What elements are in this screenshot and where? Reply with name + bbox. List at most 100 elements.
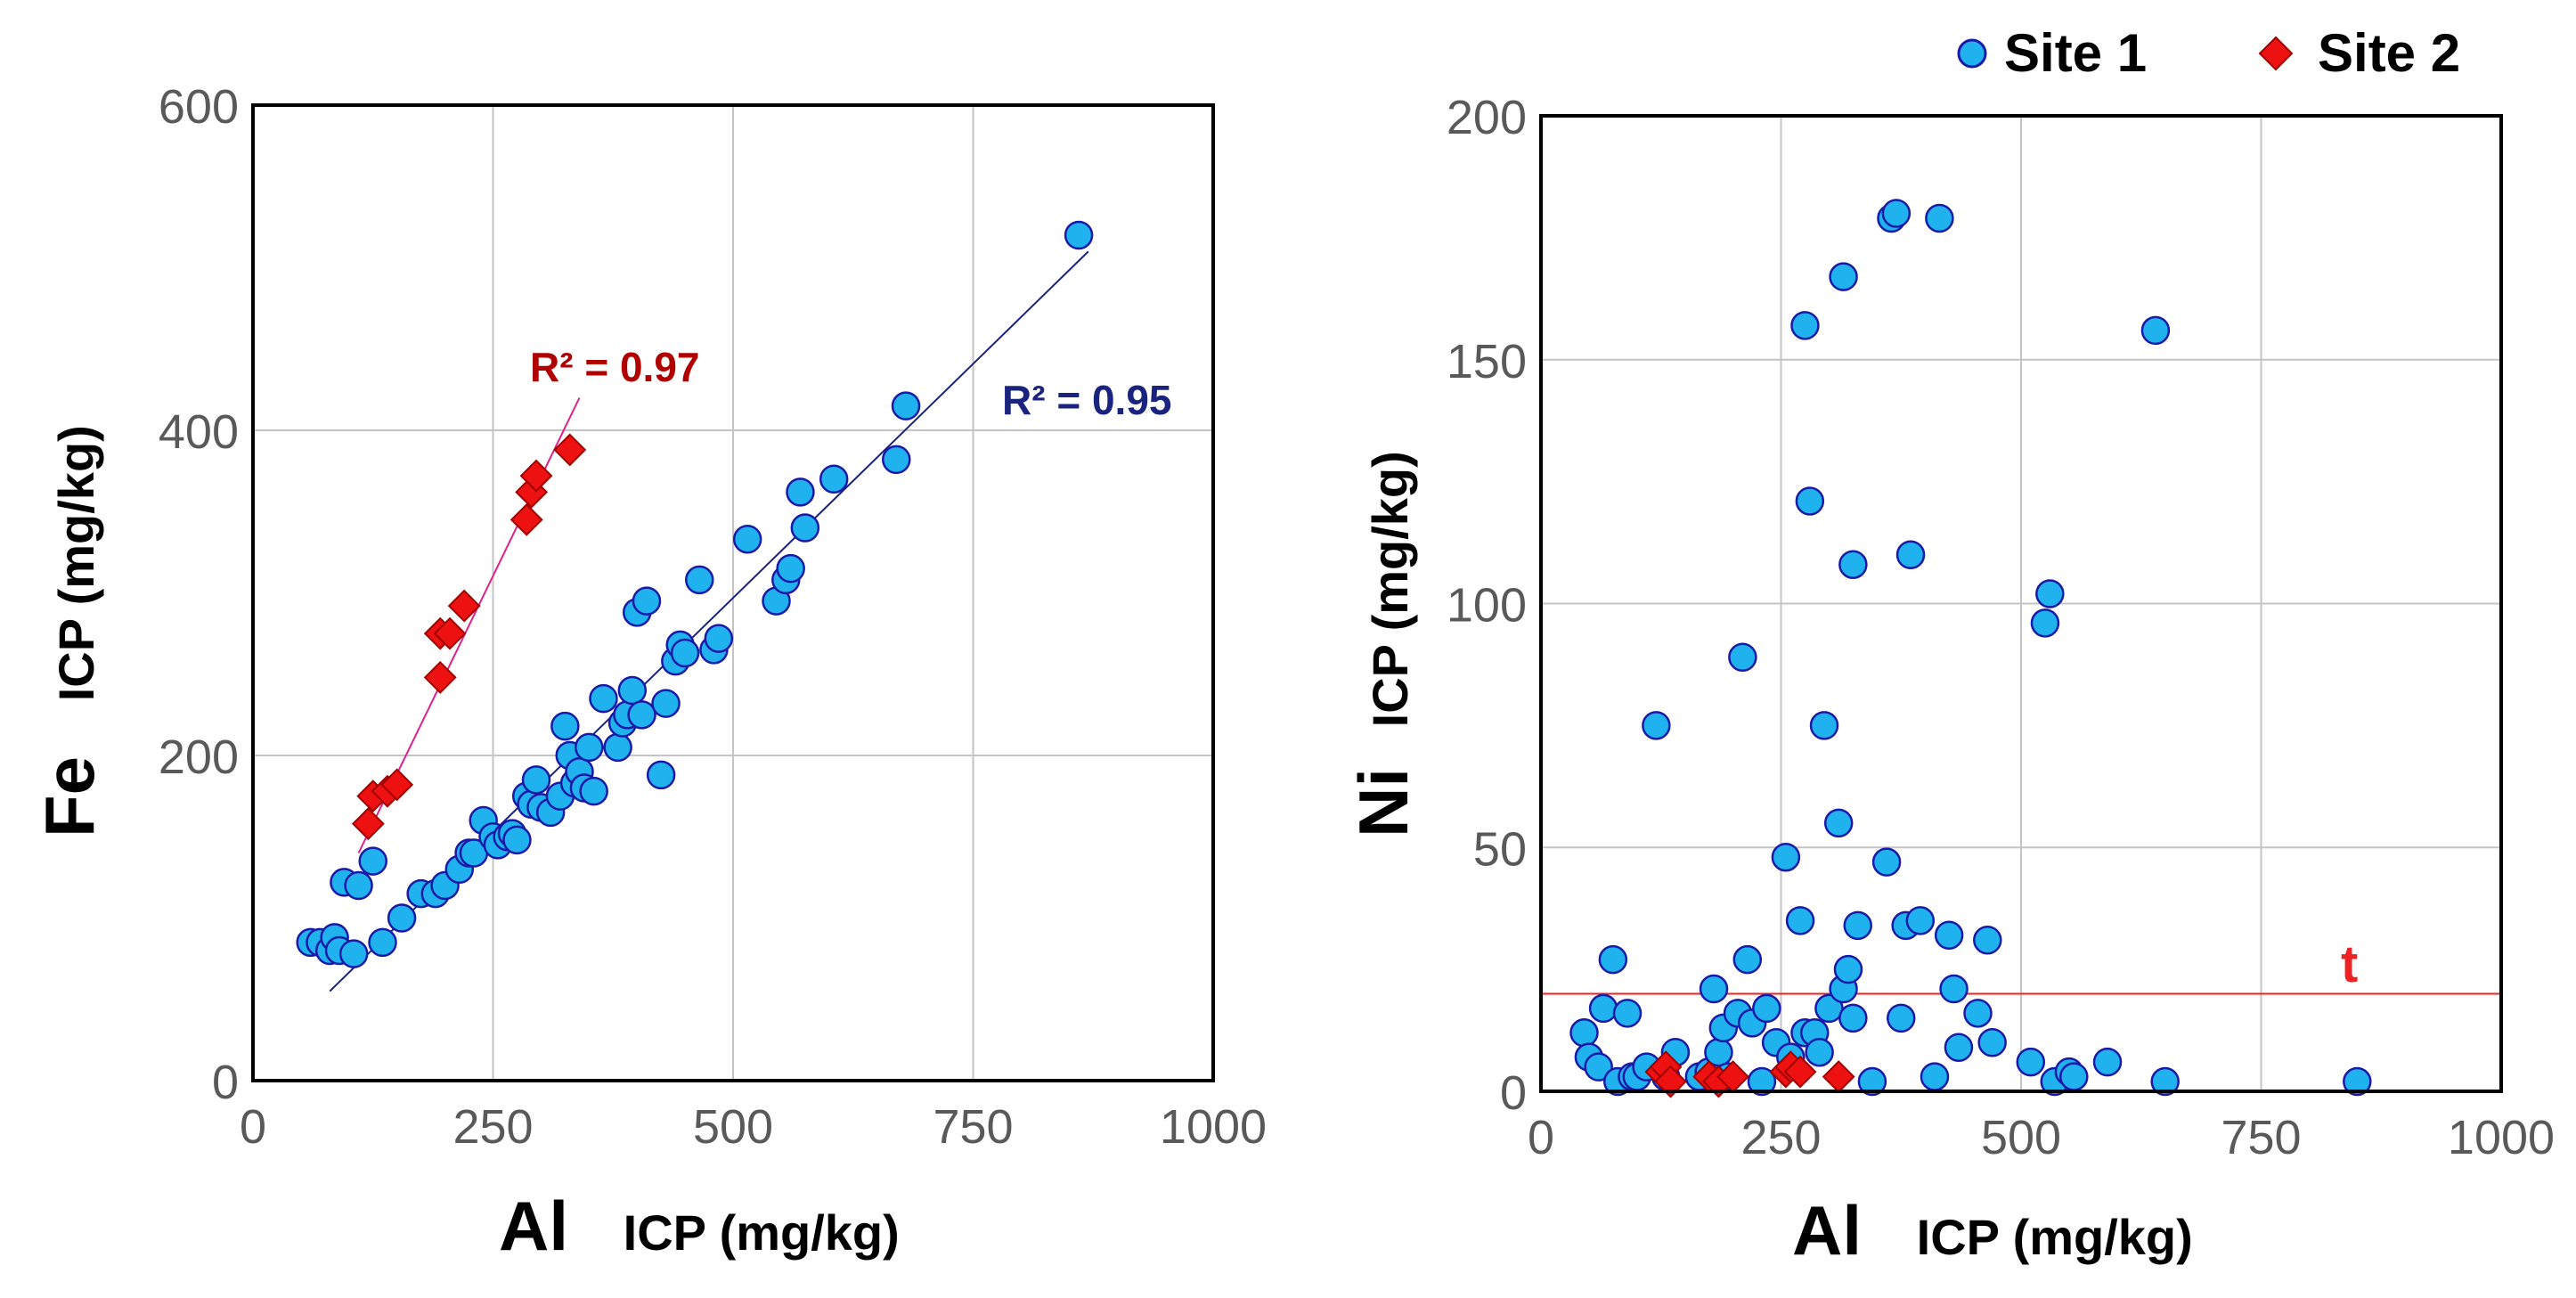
ni-chart-site1-point: [1771, 842, 1801, 872]
ni-chart-plot-frame: [1539, 114, 2503, 1093]
ni-chart-site1-point: [2150, 1066, 2180, 1097]
ni-chart-site2-point: [1783, 1055, 1817, 1089]
ni-chart-x-ticks: 0 250 500 750 1000: [1528, 1111, 2555, 1164]
ni-chart-site1-point: [1752, 993, 1781, 1024]
fe-chart-site2-point: [433, 616, 467, 650]
ni-chart-site1-point: [1642, 711, 1671, 740]
ni-chart-site1-point: [1838, 1003, 1868, 1033]
ni-chart-site1-point: [1881, 199, 1912, 228]
fe-chart-site2-point: [519, 459, 553, 493]
legend: Site 1 Site 2: [1957, 23, 2460, 83]
fe-chart-site1-point: [704, 624, 734, 653]
fe-chart-site1-point: [550, 711, 580, 741]
fe-chart-site1-point: [651, 689, 681, 718]
fe-chart-site1-point: [521, 765, 551, 795]
fe-chart-site1-point: [776, 553, 805, 584]
ni-chart-x-title-sub: ICP (mg/kg): [1917, 1209, 2193, 1265]
fe-chart-site1-point: [786, 478, 815, 507]
ni-chart-site1-point: [1843, 910, 1872, 941]
fe-chart-site1-point: [646, 760, 676, 790]
fe-chart-site1-point: [575, 732, 604, 763]
ni-chart-site1-point: [1732, 944, 1763, 975]
fe-chart-site1-point: [502, 825, 532, 855]
ni-chart-y-tick-label: 150: [1447, 335, 1527, 388]
fe-chart-x-title-sub: ICP (mg/kg): [624, 1204, 900, 1261]
ni-chart-site1-point: [1905, 906, 1936, 935]
fe-chart-x-title-main: Al: [499, 1187, 568, 1265]
svg-text:Fe ICP (mg/kg): Fe ICP (mg/kg): [30, 425, 109, 837]
svg-text:Al ICP (mg/kg): Al ICP (mg/kg): [1792, 1191, 2193, 1269]
fe-chart-x-tick-label: 500: [693, 1100, 773, 1154]
fe-chart-site1-point: [579, 776, 608, 806]
ni-chart-site1-point: [1925, 203, 1954, 233]
ni-chart-x-title-main: Al: [1792, 1191, 1862, 1269]
ni-chart-site1-point: [2035, 579, 2065, 608]
ni-chart-site2-point: [1822, 1060, 1855, 1093]
legend-site1-marker: [1957, 38, 1987, 69]
fe-chart-site1-point: [589, 683, 618, 714]
ni-chart-y-tick-label: 200: [1447, 91, 1527, 144]
fe-chart-y-tick-label: 400: [159, 405, 239, 459]
ni-chart-y-tick-label: 0: [1500, 1066, 1527, 1120]
ni-chart-site1-point: [1973, 926, 2002, 955]
fe-chart-x-tick-label: 1000: [1160, 1100, 1267, 1154]
fe-chart-site1-point: [603, 732, 632, 763]
ni-chart-y-title-main: Ni: [1344, 768, 1423, 837]
legend-site2-marker: [2258, 36, 2294, 71]
fe-chart-site1-point: [790, 513, 820, 543]
ni-chart-x-tick-label: 500: [1981, 1111, 2061, 1164]
fe-chart-y-tick-label: 0: [212, 1056, 239, 1109]
ni-chart-site1-point: [1790, 311, 1820, 340]
ni-chart-grid: [1541, 116, 2501, 1091]
ni-chart-site1-point: [1805, 1037, 1834, 1067]
ni-chart-site1-point: [2343, 1066, 2372, 1097]
fe-chart-site1-point: [368, 927, 397, 958]
ni-chart-site1-point: [1871, 847, 1902, 877]
fe-chart-site1-point: [632, 586, 662, 616]
fe-chart-points: [296, 220, 1094, 968]
ni-chart-site1-point: [1728, 642, 1757, 672]
ni-chart-site1-point: [1584, 1052, 1613, 1082]
ni-vs-al-chart: t 0 250 500 750 1000 0 50 100 150 200 Al ICP (mg…: [1344, 91, 2555, 1269]
ni-chart-site1-point: [1939, 974, 1969, 1004]
ni-chart-site1-point: [2092, 1047, 2123, 1077]
ni-chart-site2-point: [1654, 1065, 1687, 1098]
fe-chart-x-axis-title: Al ICP (mg/kg): [499, 1187, 900, 1265]
ni-chart-site1-point: [1944, 1033, 1974, 1062]
fe-chart-site1-point: [882, 445, 911, 475]
ni-chart-x-tick-label: 1000: [2448, 1111, 2555, 1164]
fe-chart-x-tick-label: 250: [452, 1100, 533, 1154]
fe-chart-site1-point: [387, 903, 417, 933]
ni-chart-site1-point: [1838, 550, 1868, 579]
ni-chart-site1-point: [2030, 608, 2060, 638]
ni-chart-site1-point: [1569, 1018, 1599, 1048]
ni-chart-site1-point: [1934, 920, 1964, 951]
threshold-label: t: [2341, 935, 2358, 993]
fe-chart-y-tick-label: 200: [159, 731, 239, 784]
ni-chart-site1-point: [1795, 486, 1825, 516]
fe-chart-site1-point: [685, 565, 714, 595]
ni-chart-site1-point: [1977, 1028, 2007, 1057]
ni-chart-points: [1569, 199, 2372, 1098]
fe-chart-site2-point: [553, 433, 587, 467]
ni-chart-x-tick-label: 0: [1528, 1111, 1554, 1164]
svg-text:Al ICP (mg/kg): Al ICP (mg/kg): [499, 1187, 900, 1265]
fe-chart-grid: [253, 105, 1213, 1081]
fe-chart-x-ticks: 0 250 500 750 1000: [240, 1100, 1267, 1154]
ni-chart-y-title-sub: ICP (mg/kg): [1362, 451, 1418, 727]
fe-chart-site2-point: [351, 807, 385, 841]
ni-chart-site1-point: [1598, 944, 1628, 975]
fe-chart-y-ticks: 0 200 400 600: [159, 80, 239, 1109]
ni-chart-x-tick-label: 750: [2221, 1111, 2301, 1164]
ni-chart-site1-point: [1857, 1066, 1887, 1097]
ni-chart-site1-point: [1829, 262, 1858, 291]
ni-chart-y-tick-label: 100: [1447, 579, 1527, 633]
ni-chart-site1-point: [1963, 999, 1993, 1028]
fe-chart-y-title-sub: ICP (mg/kg): [48, 425, 104, 701]
ni-chart-site1-point: [1809, 711, 1839, 740]
ni-chart-site1-point: [1833, 954, 1863, 984]
ni-chart-site1-point: [1823, 808, 1854, 838]
fe-chart-site1-point: [344, 870, 373, 901]
fe-chart-site1-point: [1064, 220, 1094, 250]
fe-chart-site1-point: [617, 675, 648, 706]
